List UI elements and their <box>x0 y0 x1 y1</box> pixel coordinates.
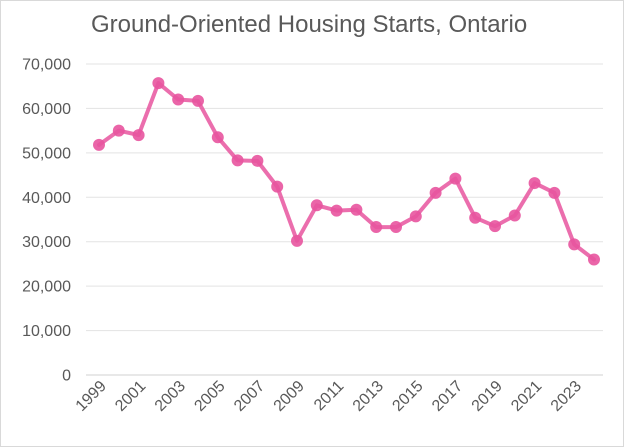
x-tick-label: 1999 <box>73 378 110 415</box>
data-series <box>93 77 600 266</box>
x-tick-label: 2019 <box>469 378 506 415</box>
data-point <box>211 131 224 144</box>
data-point <box>251 154 264 167</box>
data-point <box>271 180 284 193</box>
data-point <box>330 204 343 217</box>
data-point <box>489 220 501 233</box>
data-point <box>508 209 521 222</box>
x-tick-label: 2021 <box>508 378 545 415</box>
data-point <box>172 93 185 106</box>
data-point <box>192 94 204 107</box>
x-tick-label: 2001 <box>112 378 149 415</box>
y-tick-label: 40,000 <box>22 190 71 207</box>
data-point <box>350 203 363 216</box>
data-point <box>390 221 402 234</box>
data-point <box>429 186 442 199</box>
y-tick-label: 20,000 <box>22 279 71 296</box>
x-tick-label: 2013 <box>350 378 387 415</box>
x-tick-label: 2011 <box>311 378 347 414</box>
y-tick-label: 70,000 <box>22 57 71 74</box>
y-tick-label: 10,000 <box>22 323 71 340</box>
data-point <box>93 138 105 151</box>
series-line <box>97 81 596 262</box>
data-point <box>112 124 125 137</box>
x-tick-label: 2017 <box>429 378 466 415</box>
y-tick-label: 30,000 <box>22 234 71 251</box>
data-point <box>469 211 482 224</box>
chart-title: Ground-Oriented Housing Starts, Ontario <box>91 11 528 38</box>
y-axis-tick-labels: 0 10,000 20,000 30,000 40,000 50,000 60,000 70,… <box>22 57 71 385</box>
x-tick-label: 2015 <box>389 378 426 415</box>
data-point <box>409 210 422 223</box>
x-tick-label: 2009 <box>271 378 308 415</box>
y-tick-label: 60,000 <box>22 101 71 118</box>
x-tick-label: 2003 <box>152 378 189 415</box>
y-tick-label: 0 <box>62 368 71 385</box>
data-point <box>528 177 541 190</box>
data-point <box>310 199 323 212</box>
data-point <box>588 253 600 266</box>
data-point <box>291 234 303 247</box>
x-axis-tick-labels: 1999 2001 2003 2005 2007 2009 2011 2013 2015 2017… <box>73 378 585 415</box>
data-point <box>152 77 165 90</box>
data-point <box>132 129 145 142</box>
data-point <box>231 154 244 167</box>
gridlines <box>86 63 603 376</box>
data-point <box>548 186 561 199</box>
x-tick-label: 2005 <box>191 378 228 415</box>
x-tick-label: 2007 <box>231 378 268 415</box>
x-tick-label: 2023 <box>548 378 585 415</box>
y-tick-label: 50,000 <box>22 145 71 162</box>
data-point <box>449 172 462 185</box>
data-point <box>370 221 383 234</box>
data-point <box>568 238 581 251</box>
